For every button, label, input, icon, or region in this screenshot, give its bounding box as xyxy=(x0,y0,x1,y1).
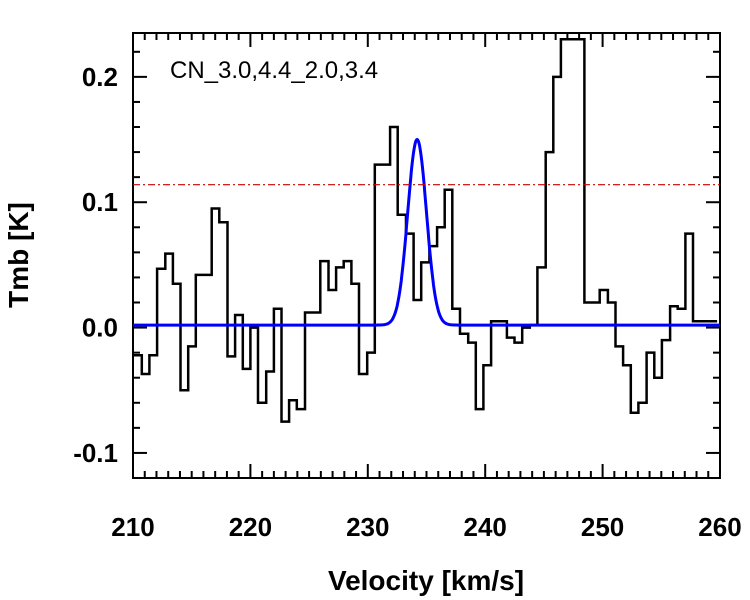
axis-ticks xyxy=(132,33,721,479)
x-tick-label: 240 xyxy=(464,512,507,542)
y-tick-label: 0.1 xyxy=(82,187,118,217)
plot-area xyxy=(133,38,720,423)
y-axis-label: Tmb [K] xyxy=(3,202,34,308)
y-tick-label: 0.2 xyxy=(82,62,118,92)
chart-title: CN_3.0,4.4_2.0,3.4 xyxy=(170,57,378,84)
gaussian-fit-line xyxy=(133,137,720,327)
y-tick-label: -0.1 xyxy=(73,438,118,468)
x-axis-label: Velocity [km/s] xyxy=(328,565,524,596)
x-tick-label: 230 xyxy=(346,512,389,542)
spectrum-line xyxy=(133,38,718,423)
x-tick-label: 220 xyxy=(229,512,272,542)
x-tick-label: 260 xyxy=(698,512,741,542)
tick-labels: 210 220 230 240 250 260 -0.1 0.0 0.1 0.2 xyxy=(73,62,742,542)
x-tick-label: 250 xyxy=(581,512,624,542)
x-tick-label: 210 xyxy=(111,512,154,542)
y-tick-label: 0.0 xyxy=(82,313,118,343)
